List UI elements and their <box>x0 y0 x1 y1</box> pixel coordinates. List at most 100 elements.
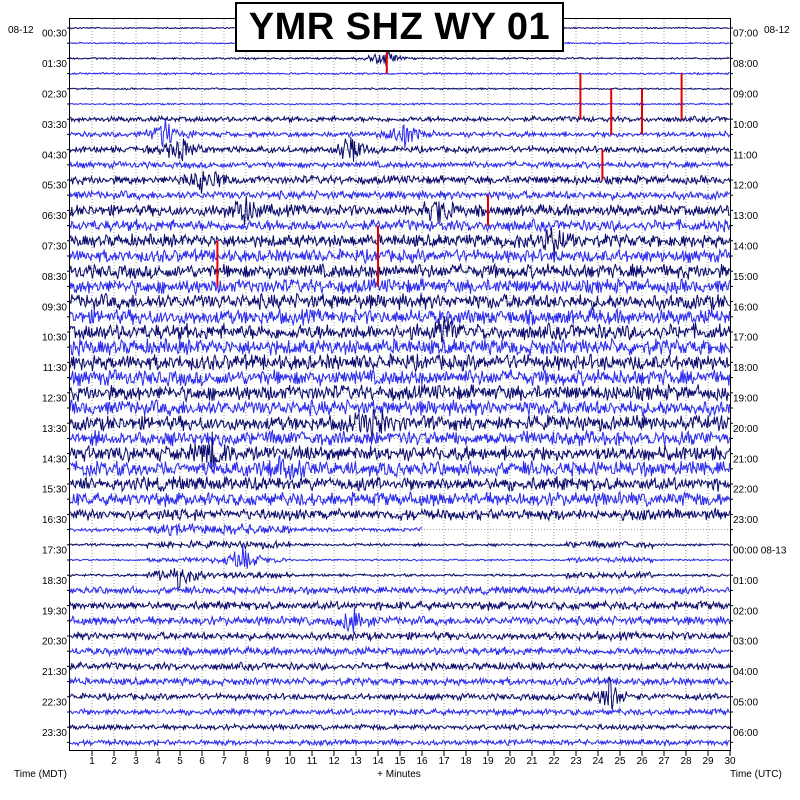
trace-line <box>69 737 731 748</box>
time-label-left: 02:30 <box>42 90 67 101</box>
time-label-right: 18:00 <box>733 363 758 374</box>
axis-labels: 1 2 3 4 5 6 7 8 9 10 11 12 13 14 15 16 17 18 19 20 21 22 23 24 2… <box>42 29 787 767</box>
x-tick-label: 3 <box>133 756 139 767</box>
x-tick-label: 18 <box>460 756 472 767</box>
time-label-left: 01:30 <box>42 59 67 70</box>
x-tick-label: 16 <box>416 756 428 767</box>
x-tick-label: 24 <box>592 756 604 767</box>
time-label-left: 10:30 <box>42 333 67 344</box>
x-tick-label: 17 <box>438 756 450 767</box>
time-label-right: 22:00 <box>733 485 758 496</box>
time-label-right: 02:00 <box>733 606 758 617</box>
x-tick-label: 2 <box>111 756 117 767</box>
time-label-left: 12:30 <box>42 394 67 405</box>
trace-line <box>69 675 731 688</box>
time-label-right: 10:00 <box>733 120 758 131</box>
x-tick-label: 11 <box>307 756 318 767</box>
time-label-left: 15:30 <box>42 485 67 496</box>
trace-line <box>69 352 731 374</box>
trace-line <box>69 159 731 171</box>
trace-line <box>69 599 731 612</box>
trace-line <box>69 292 731 312</box>
time-label-right: 17:00 <box>733 333 758 344</box>
x-label-left: Time (MDT) <box>14 769 67 780</box>
x-tick-label: 29 <box>702 756 714 767</box>
trace-line <box>69 584 731 596</box>
time-label-right: 09:00 <box>733 90 758 101</box>
time-label-left: 03:30 <box>42 120 67 131</box>
date-right: 08-12 <box>764 25 790 36</box>
x-tick-label: 30 <box>724 756 736 767</box>
time-label-left: 18:30 <box>42 576 67 587</box>
x-tick-label: 26 <box>636 756 648 767</box>
x-tick-label: 1 <box>89 756 95 767</box>
time-label-right: 01:00 <box>733 576 758 587</box>
time-label-left: 23:30 <box>42 728 67 739</box>
x-tick-label: 27 <box>658 756 670 767</box>
trace-line <box>69 50 730 66</box>
x-tick-label: 22 <box>548 756 560 767</box>
time-label-right: 16:00 <box>733 302 758 313</box>
trace-line <box>69 262 731 280</box>
x-tick-label: 8 <box>243 756 249 767</box>
x-tick-label: 14 <box>372 756 384 767</box>
trace-line <box>69 217 731 234</box>
time-label-right: 19:00 <box>733 394 758 405</box>
trace-line <box>69 644 730 658</box>
time-label-right: 21:00 <box>733 454 758 465</box>
time-label-left: 11:30 <box>43 363 68 374</box>
trace-line <box>69 660 731 672</box>
x-tick-label: 13 <box>350 756 362 767</box>
title-box: YMR SHZ WY 01 <box>235 2 564 52</box>
trace-line <box>69 337 731 357</box>
trace-line <box>69 490 731 508</box>
trace-line <box>69 428 731 448</box>
x-tick-label: 5 <box>177 756 183 767</box>
time-label-right: 14:00 <box>733 242 758 253</box>
trace-line <box>69 317 731 343</box>
time-label-left: 19:30 <box>42 606 67 617</box>
x-tick-label: 7 <box>221 756 227 767</box>
trace-line <box>69 228 731 257</box>
trace-line <box>69 539 730 551</box>
x-tick-label: 4 <box>155 756 161 767</box>
time-label-left: 16:30 <box>42 515 67 526</box>
time-label-right: 11:00 <box>733 150 758 161</box>
time-label-left: 08:30 <box>42 272 67 283</box>
trace-line <box>69 277 731 297</box>
trace-line <box>69 523 422 537</box>
x-tick-label: 9 <box>265 756 271 767</box>
x-tick-label: 10 <box>284 756 296 767</box>
time-label-left: 21:30 <box>42 667 67 678</box>
trace-line <box>69 676 730 710</box>
x-tick-label: 12 <box>328 756 340 767</box>
time-label-left: 14:30 <box>42 454 67 465</box>
x-tick-label: 23 <box>570 756 582 767</box>
trace-line <box>69 607 731 633</box>
chart-title: YMR SHZ WY 01 <box>248 5 551 48</box>
time-label-right: 13:00 <box>733 211 758 222</box>
trace-line <box>69 629 731 643</box>
trace-line <box>69 189 731 202</box>
x-tick-label: 6 <box>199 756 205 767</box>
time-label-left: 09:30 <box>42 302 67 313</box>
trace-line <box>69 568 730 589</box>
axis-ticks <box>67 27 733 756</box>
time-label-right: 04:00 <box>733 667 758 678</box>
time-label-left: 17:30 <box>42 546 67 557</box>
time-label-right: 08:00 <box>733 59 758 70</box>
trace-line <box>69 171 731 194</box>
x-tick-label: 19 <box>482 756 494 767</box>
time-label-right: 06:00 <box>733 728 758 739</box>
time-label-right: 23:00 <box>733 515 758 526</box>
trace-line <box>69 383 731 404</box>
trace-line <box>69 196 730 226</box>
time-label-right: 00:00 08-13 <box>733 546 787 557</box>
trace-line <box>69 71 730 76</box>
time-label-right: 15:00 <box>733 272 758 283</box>
x-label-center: + Minutes <box>377 769 421 780</box>
x-label-right: Time (UTC) <box>730 769 782 780</box>
date-left: 08-12 <box>8 25 34 36</box>
x-tick-label: 25 <box>614 756 626 767</box>
trace-line <box>69 87 730 91</box>
